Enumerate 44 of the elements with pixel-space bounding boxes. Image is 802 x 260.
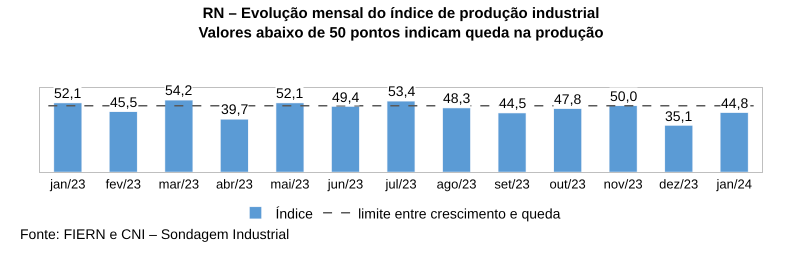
x-tick-label: fev/23 <box>106 176 142 192</box>
x-tick-label: abr/23 <box>216 176 253 192</box>
data-label: 50,0 <box>610 88 638 104</box>
bar <box>276 102 304 172</box>
bar <box>54 102 82 172</box>
data-label: 49,4 <box>332 89 360 105</box>
bar <box>720 112 748 172</box>
bar <box>220 119 249 172</box>
data-label: 44,5 <box>499 95 526 111</box>
data-label: 52,1 <box>276 85 304 101</box>
bar <box>498 112 526 172</box>
bar <box>553 108 582 172</box>
bar <box>109 111 138 172</box>
data-label: 53,4 <box>388 83 416 99</box>
bar <box>442 108 471 172</box>
x-tick-label: nov/23 <box>604 176 643 192</box>
data-label: 48,3 <box>443 90 470 106</box>
chart-subtitle: Valores abaixo de 50 pontos indicam queda na produção <box>198 24 604 42</box>
bar <box>331 106 360 172</box>
x-tick-label: dez/23 <box>659 176 698 192</box>
data-label: 52,1 <box>54 85 82 101</box>
x-tick-label: mar/23 <box>158 176 200 192</box>
legend-label: limite entre crescimento e queda <box>358 205 561 222</box>
x-tick-label: jan/23 <box>49 176 86 192</box>
data-label: 44,8 <box>721 95 748 111</box>
data-label: 47,8 <box>554 91 582 107</box>
x-tick-label: jul/23 <box>384 176 417 192</box>
data-label: 45,5 <box>110 94 138 110</box>
data-label: 35,1 <box>665 108 692 124</box>
legend-label: Índice <box>276 205 314 222</box>
data-label: 39,7 <box>221 101 248 117</box>
x-tick-label: jun/23 <box>326 176 364 192</box>
x-tick-label: mai/23 <box>270 176 310 192</box>
bar <box>386 101 416 172</box>
x-tick-label: set/23 <box>494 176 530 192</box>
data-label: 54,2 <box>165 82 192 98</box>
bar <box>164 100 193 172</box>
bar <box>664 125 693 172</box>
source-note: Fonte: FIERN e CNI – Sondagem Industrial <box>20 226 290 242</box>
x-tick-label: out/23 <box>550 176 586 192</box>
x-tick-label: jan/24 <box>716 176 752 192</box>
x-tick-label: ago/23 <box>436 176 476 192</box>
chart-title: RN – Evolução mensal do índice de produção industrial <box>202 5 600 22</box>
bar <box>609 106 638 172</box>
